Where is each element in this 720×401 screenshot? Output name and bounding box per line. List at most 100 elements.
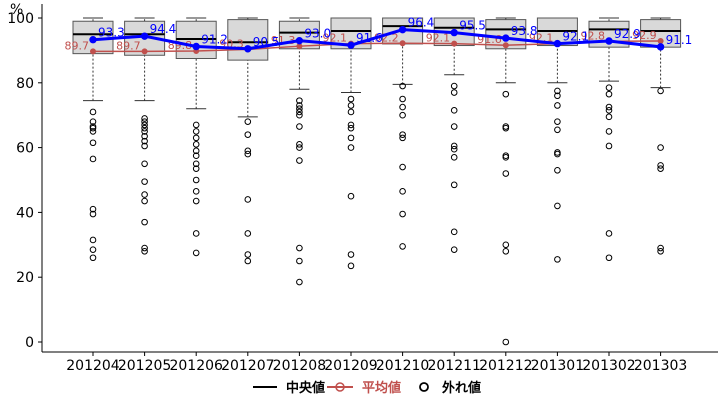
mean-point [451, 40, 458, 47]
outlier-point [296, 102, 303, 109]
outlier-point [296, 108, 303, 116]
outlier-point [296, 144, 303, 151]
outlier-point [450, 228, 458, 236]
y-tick-label: 0 [25, 335, 34, 351]
outlier-point [399, 103, 406, 111]
outlier-point [450, 82, 458, 90]
outlier-point [192, 165, 200, 172]
outlier-point [192, 141, 200, 148]
outlier-point [89, 246, 97, 253]
y-tick-label: 100 [7, 11, 34, 27]
legend-outlier-label: 外れ値 [441, 380, 481, 396]
other-series-data-label: 95.5 [459, 19, 486, 33]
other-series-point [347, 41, 355, 49]
other-series-data-label: 91.6 [356, 31, 383, 45]
outlier-point [141, 128, 148, 135]
outlier-point [399, 210, 406, 218]
legend: 中央値 平均値 外れ値 [253, 380, 481, 396]
outlier-point [347, 262, 355, 270]
mean-data-label: 92.8 [581, 29, 606, 42]
outlier-point [244, 251, 252, 258]
outlier-point [657, 165, 664, 172]
outlier-point [554, 102, 561, 109]
other-series-point [605, 37, 613, 45]
other-series-point [140, 32, 149, 40]
outlier-point [89, 155, 97, 163]
outlier-point [554, 118, 561, 125]
outlier-point [244, 150, 252, 158]
outlier-point [347, 102, 355, 109]
outlier-point [502, 338, 510, 346]
outlier-point [244, 196, 252, 203]
mean-data-label: 92.1 [323, 32, 348, 45]
x-ticks: 2012042012052012062012072012082012092012… [66, 352, 687, 374]
outlier-point [399, 188, 406, 195]
outlier-point [554, 256, 561, 263]
outlier-point [296, 157, 303, 164]
outlier-point [657, 87, 664, 95]
other-series-data-label: 92.9 [614, 27, 641, 41]
x-tick-label: 201210 [376, 358, 429, 374]
outlier-point [296, 105, 303, 113]
outlier-point [192, 197, 200, 205]
other-series-point [398, 25, 407, 34]
other-series-point [502, 34, 510, 42]
outlier-point [244, 147, 252, 155]
outlier-point [657, 244, 664, 252]
outlier-point [192, 152, 200, 159]
outlier-point [399, 95, 406, 103]
outlier-point [657, 162, 664, 169]
outlier-point [502, 241, 510, 249]
legend-mean-label: 平均値 [362, 380, 401, 396]
x-tick-label: 201303 [634, 358, 687, 374]
mean-data-label: 92.1 [426, 32, 451, 45]
outlier-point [192, 147, 200, 155]
other-series-data-label: 91.1 [666, 33, 693, 47]
mean-point [141, 48, 148, 55]
outlier-point [605, 103, 613, 111]
outlier-point [141, 124, 148, 132]
outlier-point [605, 142, 613, 150]
x-tick-label: 201212 [479, 358, 532, 374]
outlier-point [296, 111, 303, 119]
outlier-point [89, 118, 97, 125]
other-series-data-label: 93.3 [98, 26, 125, 40]
outlier-point [502, 247, 510, 255]
x-tick-label: 201208 [273, 358, 326, 374]
y-tick-label: 20 [16, 270, 34, 286]
outlier-point [554, 202, 561, 210]
mean-point [399, 40, 406, 47]
x-tick-label: 201204 [66, 358, 120, 374]
outlier-point [89, 210, 97, 218]
outlier-point [450, 181, 458, 189]
other-series-point [450, 28, 458, 37]
other-series-data-label: 90.5 [253, 35, 280, 49]
outlier-point [347, 251, 355, 258]
outlier-point [296, 141, 303, 148]
outlier-point [450, 89, 458, 96]
outlier-point [605, 254, 613, 262]
outlier-point [141, 218, 148, 226]
outlier-point [192, 121, 200, 129]
outlier-point [502, 90, 510, 98]
outlier-point [347, 124, 355, 132]
outlier-point [347, 144, 355, 151]
outlier-point [89, 139, 97, 147]
outlier-point [141, 142, 148, 150]
outlier-point [347, 121, 355, 129]
outlier-point [89, 128, 97, 135]
mean-point [90, 48, 96, 55]
y-axis-label: % [10, 2, 23, 18]
outlier-point [554, 150, 561, 158]
outlier-point [605, 107, 613, 114]
outlier-point [450, 246, 458, 253]
outlier-point [554, 166, 561, 174]
other-series-point [295, 36, 304, 45]
outlier-point [296, 123, 303, 130]
outlier-point [141, 244, 148, 252]
outlier-point [657, 144, 664, 151]
outlier-point [296, 244, 303, 252]
x-tick-label: 201302 [582, 358, 635, 374]
other-series-data-label: 96.4 [408, 16, 435, 30]
